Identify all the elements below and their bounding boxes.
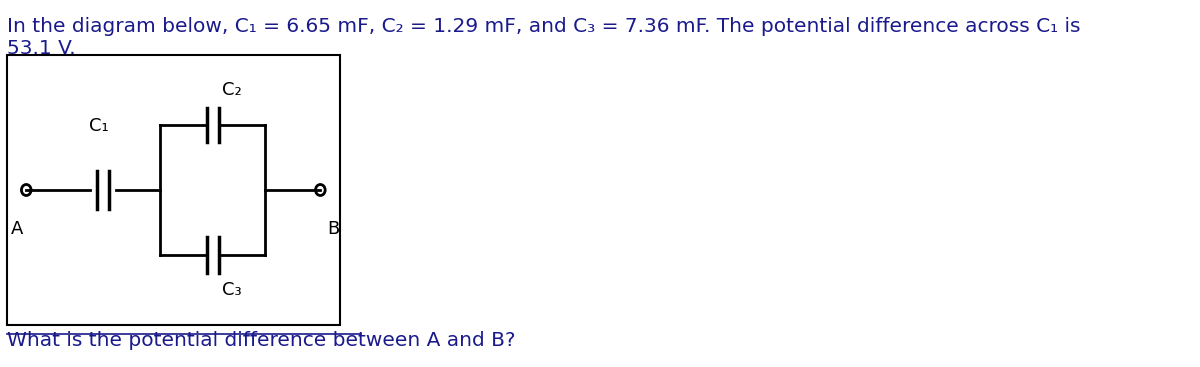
- Text: In the diagram below, C₁ = 6.65 mF, C₂ = 1.29 mF, and C₃ = 7.36 mF. The potentia: In the diagram below, C₁ = 6.65 mF, C₂ =…: [7, 17, 1080, 58]
- Text: What is the potential difference between A and B?: What is the potential difference between…: [7, 331, 516, 350]
- Text: C₁: C₁: [89, 117, 109, 135]
- Text: C₂: C₂: [222, 81, 242, 99]
- Text: A: A: [11, 220, 24, 238]
- Text: B: B: [328, 220, 340, 238]
- Text: C₃: C₃: [222, 281, 241, 299]
- Bar: [7, 55, 340, 325]
